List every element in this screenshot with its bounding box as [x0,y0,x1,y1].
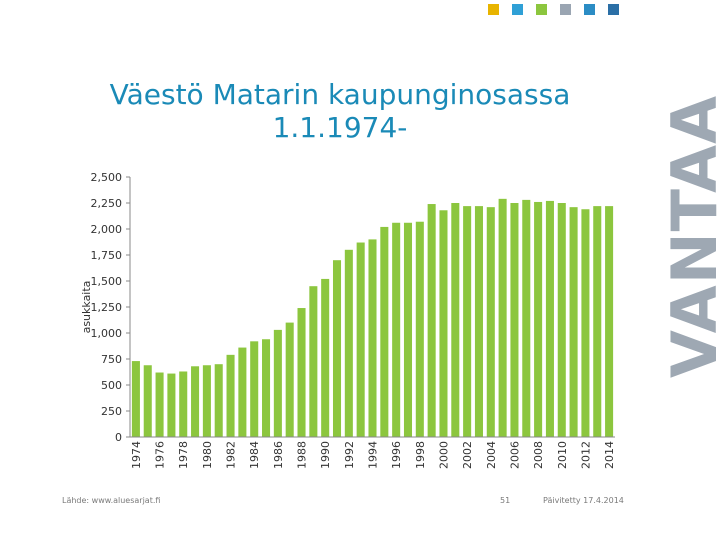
x-tick-label: 1992 [343,441,356,469]
bar-2006 [510,203,519,437]
bar-1995 [380,226,389,437]
bar-1980 [202,365,211,437]
bar-1987 [285,322,294,437]
bar-1983 [238,347,247,437]
bar-1976 [155,372,164,437]
bar-2000 [439,210,448,437]
bar-1989 [309,286,318,437]
x-tick-label: 1986 [272,441,285,469]
x-tick-label: 2006 [508,441,521,469]
blue-square-icon [584,4,595,15]
bar-1993 [356,242,365,437]
x-tick-label: 2002 [461,441,474,469]
y-tick-label: 1,500 [91,275,123,288]
vantaa-logo-text: VANTAA [666,95,720,378]
bar-2013 [593,206,602,437]
y-tick-label: 2,500 [91,171,123,184]
y-tick-label: 2,250 [91,197,123,210]
y-tick-label: 1,000 [91,327,123,340]
x-tick-label: 1980 [201,441,214,469]
y-axis-label: asukkaita [80,281,93,334]
bar-2012 [581,209,590,437]
bar-1984 [250,341,259,437]
x-tick-label: 1988 [296,441,309,469]
x-tick-label: 1978 [177,441,190,469]
bar-1981 [214,364,223,437]
bar-1986 [273,329,282,437]
population-bar-chart: 0 250 500 750 1,000 1,250 1,500 1,750 2,000 2,250… [80,171,616,469]
x-tick-label: 1994 [367,441,380,469]
yellow-square-icon [488,4,499,15]
x-tick-label: 2008 [532,441,545,469]
bar-1975 [143,365,152,437]
x-tick-label: 1998 [414,441,427,469]
bar-2009 [545,200,554,437]
bar-2007 [522,199,531,437]
bar-1998 [415,221,424,437]
bar-1982 [226,354,235,437]
blue-square-icon [512,4,523,15]
x-tick-label: 1976 [154,441,167,469]
bar-1977 [167,373,176,437]
bar-1978 [179,371,188,437]
bar-2003 [474,206,483,437]
x-tick-label: 2012 [579,441,592,469]
y-tick-label: 250 [101,405,122,418]
bar-1985 [262,339,271,437]
x-tick-label: 1996 [390,441,403,469]
bar-2011 [569,207,578,437]
bar-1974 [131,361,140,437]
grey-square-icon [560,4,571,15]
darkblue-square-icon [608,4,619,15]
green-square-icon [536,4,547,15]
bar-1979 [191,366,200,437]
y-tick-label: 2,000 [91,223,123,236]
x-tick-label: 1990 [319,441,332,469]
x-tick-label: 1974 [130,441,143,469]
chart-title: Väestö Matarin kaupunginosassa 1.1.1974- [90,78,590,144]
bar-2001 [451,203,460,437]
bar-2008 [534,201,543,437]
bar-2010 [557,203,566,437]
y-tick-label: 1,250 [91,301,123,314]
y-tick-label: 0 [115,431,122,444]
bar-1988 [297,308,306,437]
bar-1990 [321,278,330,437]
bar-1997 [403,222,413,437]
x-tick-label: 1982 [225,441,238,469]
bar-2014 [605,206,614,437]
chart-title-line1: Väestö Matarin kaupunginosassa [109,78,571,111]
bar-1996 [392,222,401,437]
updated-date: Päivitetty 17.4.2014 [543,496,624,505]
bar-2004 [486,207,495,437]
x-tick-label: 1984 [248,441,261,469]
y-tick-label: 500 [101,379,122,392]
bar-1992 [344,249,353,437]
x-tick-label: 2010 [556,441,569,469]
page-number: 51 [500,496,511,505]
x-tick-label: 2004 [485,441,498,469]
x-tick-label: 2014 [603,441,616,469]
bar-1999 [427,204,436,437]
y-tick-label: 1,750 [91,249,123,262]
vantaa-logo: VANTAA [666,95,720,378]
chart-title-line2: 1.1.1974- [272,111,408,144]
bar-1991 [332,260,342,437]
x-tick-label: 2000 [437,441,450,469]
bar-1994 [368,239,377,437]
bar-2005 [498,198,507,437]
source-note: Lähde: www.aluesarjat.fi [62,496,161,505]
bar-2002 [463,206,472,437]
y-tick-label: 750 [101,353,122,366]
